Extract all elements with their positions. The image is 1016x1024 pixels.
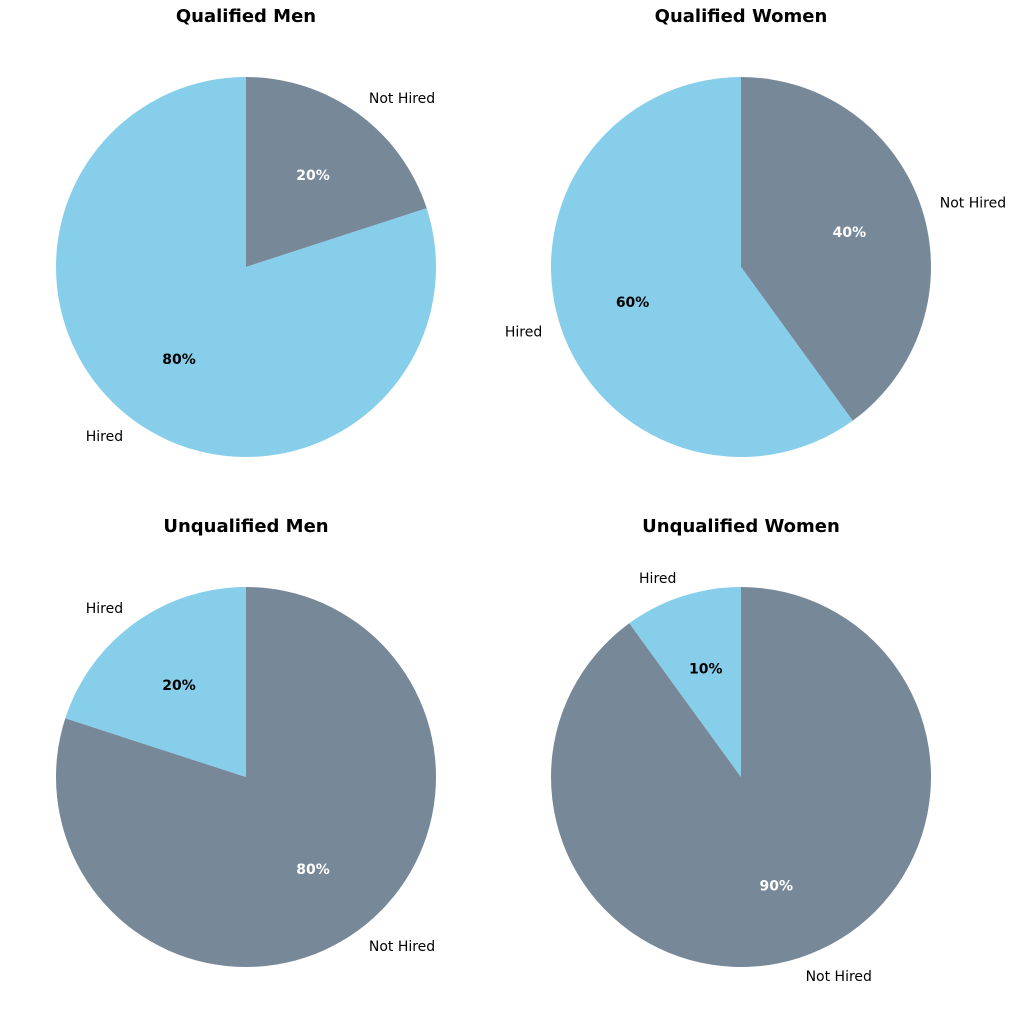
pie-percent-label: 90% [759, 878, 793, 894]
pie-percent-label: 20% [296, 168, 330, 184]
pie-labels: 40% Not Hired 60% Hired [505, 195, 1006, 340]
pie-labels: 80% Not Hired 20% Hired [86, 601, 435, 955]
pie-wedge-not-hired [246, 77, 427, 267]
pie-percent-label: 20% [162, 678, 196, 694]
pie-percent-label: 60% [616, 295, 650, 311]
pie-category-label: Not Hired [369, 91, 435, 107]
pie-category-label: Not Hired [940, 195, 1006, 211]
pie-category-label: Not Hired [369, 939, 435, 955]
pie-percent-label: 80% [162, 352, 196, 368]
pie-wedge-not-hired [56, 587, 437, 968]
chart-title: Unqualified Men [163, 516, 328, 537]
chart-title: Unqualified Women [642, 516, 840, 537]
pie-category-label: Not Hired [806, 969, 872, 985]
pie-qualified-women: Qualified Women 40% Not Hired 60% Hired [505, 6, 1006, 458]
pie-unqualified-women: Unqualified Women 90% Not Hired 10% Hired [550, 516, 931, 985]
pie-labels: 90% Not Hired 10% Hired [639, 571, 872, 985]
pie-wedges [550, 77, 931, 458]
pie-wedges [56, 77, 436, 458]
pie-qualified-men: Qualified Men 20% Not Hired 80% Hired [56, 6, 436, 458]
pie-category-label: Hired [86, 601, 123, 617]
pie-percent-label: 40% [833, 225, 867, 241]
pie-category-label: Hired [86, 429, 123, 445]
chart-title: Qualified Men [176, 6, 316, 27]
pie-wedge-hired [65, 587, 247, 777]
pie-wedges [56, 587, 437, 968]
pie-category-label: Hired [505, 325, 542, 341]
pie-wedges [550, 587, 931, 967]
pie-percent-label: 80% [296, 862, 330, 878]
pie-category-label: Hired [639, 571, 676, 587]
pie-wedge-hired [550, 77, 853, 458]
pie-unqualified-men: Unqualified Men 80% Not Hired 20% Hired [56, 516, 437, 968]
chart-title: Qualified Women [655, 6, 828, 27]
pie-percent-label: 10% [689, 662, 723, 678]
pie-labels: 20% Not Hired 80% Hired [86, 91, 435, 445]
pie-wedge-hired [56, 77, 436, 458]
pie-wedge-hired [629, 587, 741, 777]
pie-wedge-not-hired [741, 77, 931, 421]
